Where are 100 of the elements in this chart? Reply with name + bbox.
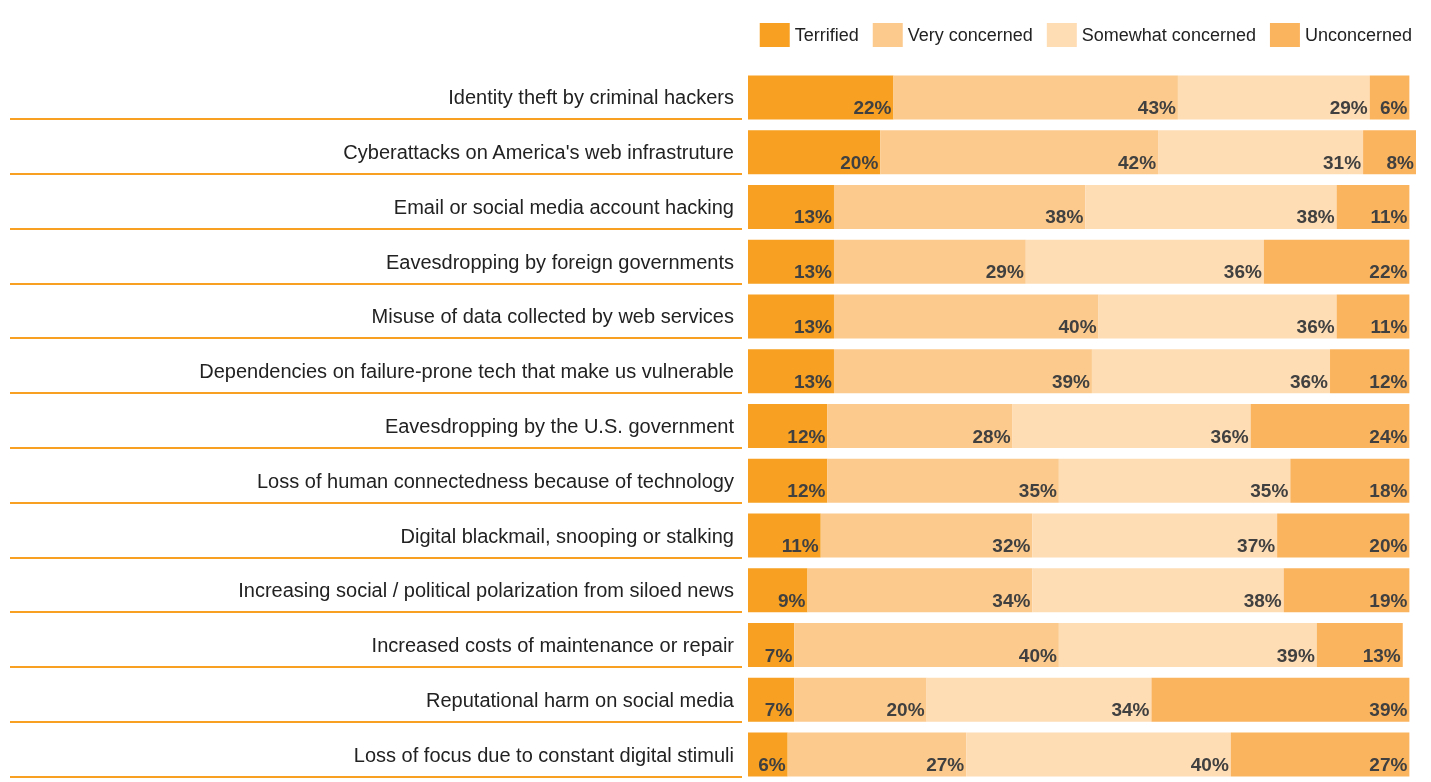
data-label: 38%: [1296, 206, 1335, 228]
data-label: 22%: [853, 96, 892, 118]
y-tick-label: Eavesdropping by the U.S. government: [384, 415, 735, 437]
data-label: 35%: [1018, 480, 1057, 502]
bar: [787, 732, 967, 777]
data-label: 27%: [1369, 754, 1408, 776]
data-label: 9%: [778, 589, 806, 611]
bar: [807, 568, 1033, 613]
bar: [820, 513, 1033, 558]
legend-label: Terrified: [794, 25, 859, 45]
bar: [1263, 239, 1410, 284]
bar: [1025, 239, 1264, 284]
data-label: 13%: [793, 370, 833, 392]
y-tick-label: Digital blackmail, snooping or stalking: [400, 524, 734, 547]
bar: [893, 75, 1178, 120]
data-label: 39%: [1051, 370, 1091, 392]
data-label: 6%: [758, 754, 786, 776]
y-tick-label: Identity theft by criminal hackers: [448, 86, 734, 109]
data-label: 11%: [1370, 206, 1408, 228]
data-label: 36%: [1296, 315, 1335, 337]
data-label: 20%: [886, 699, 925, 721]
data-label: 19%: [1369, 589, 1408, 611]
bar: [827, 404, 1013, 448]
bar: [1336, 184, 1410, 229]
bar: [748, 349, 834, 394]
bar: [1085, 184, 1337, 229]
legend-label: Unconcerned: [1304, 25, 1413, 45]
data-label: 13%: [1362, 644, 1401, 666]
data-label: 20%: [1369, 535, 1408, 557]
bar: [1283, 568, 1410, 613]
bar: [794, 623, 1059, 668]
bar: [1058, 623, 1317, 668]
data-label: 34%: [992, 589, 1031, 611]
bar: [1250, 404, 1410, 448]
bar: [1177, 75, 1370, 120]
bar: [1277, 513, 1410, 558]
data-label: 12%: [787, 425, 826, 447]
bar: [1032, 513, 1278, 558]
data-label: 34%: [1111, 699, 1150, 721]
bar: [748, 130, 881, 175]
y-tick-label: Reputational harm on social media: [426, 688, 735, 711]
data-label: 29%: [985, 261, 1024, 283]
data-label: 22%: [1369, 261, 1408, 283]
data-label: 7%: [764, 699, 793, 721]
data-label: 43%: [1137, 96, 1176, 118]
data-label: 39%: [1369, 699, 1408, 721]
bar: [748, 294, 834, 339]
bar: [748, 75, 894, 120]
y-tick-label: Cyberattacks on America's web infrastruture: [343, 141, 734, 164]
y-tick-label: Email or social media account hacking: [393, 195, 734, 218]
data-label: 36%: [1210, 425, 1249, 447]
bar: [1158, 130, 1364, 175]
data-label: 36%: [1223, 261, 1262, 283]
data-label: 40%: [1018, 644, 1057, 666]
data-label: 38%: [1045, 206, 1084, 228]
bar: [833, 294, 1099, 339]
y-tick-label: Misuse of data collected by web services: [371, 305, 734, 328]
bar: [1290, 458, 1410, 503]
data-label: 27%: [926, 754, 965, 776]
data-label: 40%: [1058, 315, 1097, 337]
bar: [880, 130, 1159, 175]
bar: [1336, 294, 1410, 339]
data-label: 12%: [1369, 370, 1408, 392]
data-label: 31%: [1323, 151, 1362, 173]
data-label: 13%: [793, 315, 833, 337]
y-tick-label: Increasing social / political polarization from siloed news: [238, 579, 734, 602]
bar: [748, 458, 828, 503]
bar: [926, 677, 1152, 722]
data-label: 42%: [1118, 151, 1157, 173]
bar: [827, 458, 1059, 503]
data-label: 29%: [1329, 96, 1368, 118]
data-label: 11%: [781, 535, 819, 557]
legend-label: Somewhat concerned: [1081, 25, 1256, 45]
data-label: 12%: [787, 480, 826, 502]
bar: [748, 239, 834, 284]
y-tick-label: Dependencies on failure-prone tech that make us vulnerable: [199, 360, 734, 383]
data-label: 35%: [1250, 480, 1289, 502]
bar: [748, 184, 834, 229]
data-label: 32%: [992, 535, 1031, 557]
data-label: 24%: [1369, 425, 1408, 447]
bar: [1098, 294, 1337, 339]
bar: [966, 732, 1231, 777]
legend-label: Very concerned: [907, 25, 1033, 45]
bar: [1316, 623, 1403, 668]
bar: [833, 184, 1086, 229]
data-label: 8%: [1386, 151, 1415, 173]
bar: [833, 349, 1092, 394]
data-label: 6%: [1379, 96, 1408, 118]
bar: [1151, 677, 1410, 722]
bar: [1330, 349, 1410, 394]
data-label: 11%: [1370, 315, 1408, 337]
y-tick-label: Loss of focus due to constant digital stimuli: [353, 743, 734, 766]
y-tick-label: Increased costs of maintenance or repair: [371, 634, 735, 657]
bar: [1058, 458, 1291, 503]
data-label: 28%: [972, 425, 1011, 447]
data-label: 20%: [840, 151, 879, 173]
bar: [748, 568, 808, 613]
bar: [833, 239, 1026, 284]
data-label: 40%: [1190, 754, 1229, 776]
bar: [748, 404, 828, 448]
